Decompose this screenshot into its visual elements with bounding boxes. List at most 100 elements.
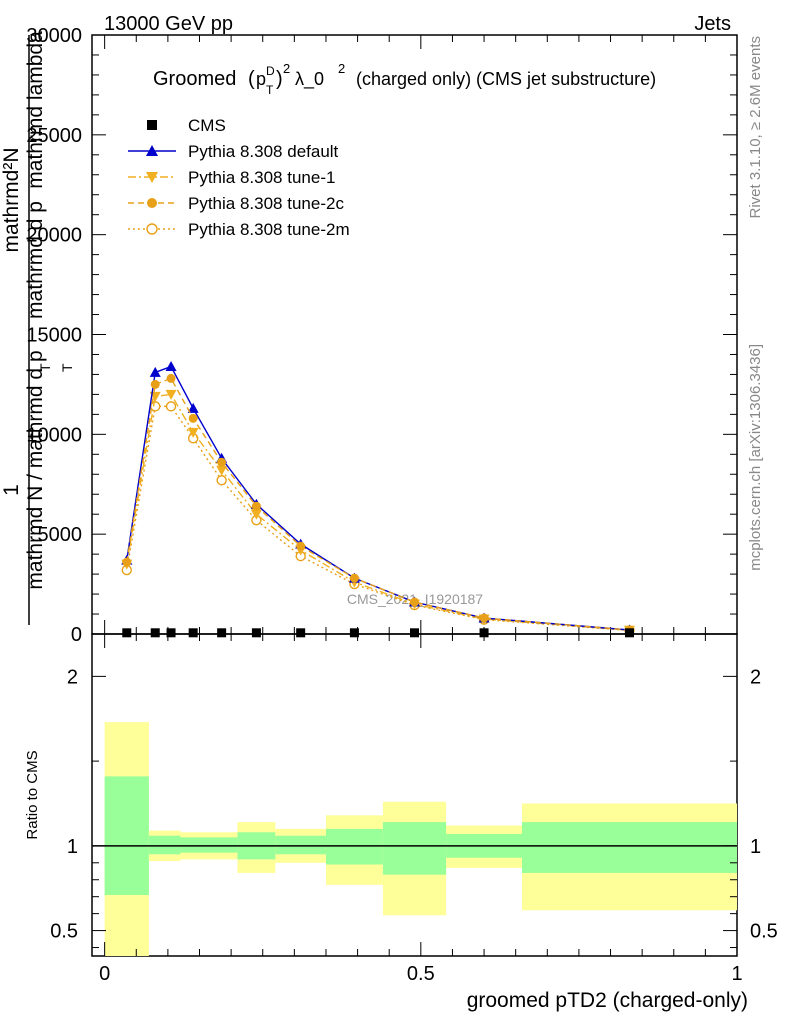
data-point-circle bbox=[217, 457, 227, 467]
series-line bbox=[126, 405, 630, 632]
legend-label: CMS bbox=[188, 116, 226, 135]
data-point-square bbox=[166, 628, 176, 638]
series-0 bbox=[122, 628, 634, 638]
main-y-tick-label: 10000 bbox=[26, 424, 82, 446]
series-line bbox=[126, 393, 630, 631]
title-square-2: 2 bbox=[338, 61, 345, 76]
x-tick-label: 0.5 bbox=[407, 963, 435, 985]
data-point-square bbox=[479, 628, 489, 638]
data-point-circle bbox=[188, 413, 198, 423]
data-point-square bbox=[122, 628, 132, 638]
data-point-triangle-down bbox=[146, 172, 158, 183]
y-label-left-den: mathrmd N / mathrmd d p bbox=[24, 350, 47, 589]
legend: CMS Pythia 8.308 default Pythia 8.308 tune… bbox=[128, 116, 350, 239]
y-label-left-num: 1 bbox=[0, 484, 23, 496]
main-y-tick-label: 5000 bbox=[38, 524, 83, 546]
title-sub-t: T bbox=[266, 83, 274, 97]
ratio-x-axis: 0 0.5 1 bbox=[99, 634, 743, 985]
ratio-y-tick-label: 1 bbox=[67, 836, 78, 858]
header-right-label: Jets bbox=[694, 13, 731, 35]
y-label-right-sub: T bbox=[59, 363, 75, 372]
y-label-left-sub: T bbox=[37, 363, 53, 372]
data-point-circle bbox=[122, 557, 132, 567]
series-3 bbox=[122, 373, 634, 635]
data-point-triangle-down bbox=[250, 509, 262, 520]
rivet-version-label: Rivet 3.1.10, ≥ 2.6M events bbox=[747, 36, 764, 219]
title-rest: (charged only) (CMS jet substructure) bbox=[356, 69, 656, 89]
data-point-circle bbox=[147, 198, 157, 208]
main-y-tick-label: 20000 bbox=[26, 225, 82, 247]
ratio-inner-band bbox=[275, 835, 326, 855]
ratio-y-tick-label-right: 2 bbox=[750, 666, 761, 688]
data-point-open-circle bbox=[146, 223, 158, 235]
main-title: Groomed ( p D T ) 2 λ_0 2 (charged only)… bbox=[153, 61, 656, 97]
data-point-square bbox=[625, 628, 634, 638]
x-tick-label: 1 bbox=[731, 963, 742, 985]
data-point-square bbox=[217, 628, 227, 638]
data-point-square bbox=[296, 628, 306, 638]
ratio-y-tick-label: 0.5 bbox=[50, 921, 78, 943]
main-y-tick-label: 25000 bbox=[26, 125, 82, 147]
title-square-1: 2 bbox=[283, 61, 290, 76]
main-plot-data bbox=[121, 360, 635, 638]
y-label-right-num: mathrmd²N bbox=[0, 147, 23, 252]
ratio-inner-band bbox=[382, 822, 447, 875]
legend-label: Pythia 8.308 default bbox=[188, 142, 339, 161]
mcplots-label: mcplots.cern.ch [arXiv:1306.3436] bbox=[747, 344, 764, 571]
main-y-tick-label: 0 bbox=[71, 624, 82, 646]
ratio-y-tick-label-right: 0.5 bbox=[750, 921, 778, 943]
data-point-square bbox=[150, 628, 160, 638]
data-point-triangle-up bbox=[165, 360, 177, 371]
ratio-inner-band bbox=[522, 822, 737, 873]
data-point-circle bbox=[410, 597, 419, 607]
ratio-uncertainty-bands bbox=[92, 722, 737, 956]
ratio-plot-frame bbox=[91, 633, 738, 957]
data-point-square bbox=[147, 120, 157, 130]
title-paren-close: ) bbox=[276, 68, 283, 90]
main-y-axis-label: 1 mathrmd N / mathrmd d p mathrmd²N math… bbox=[0, 31, 75, 625]
header-left-label: 13000 GeV pp bbox=[104, 13, 233, 35]
data-point-square bbox=[251, 628, 261, 638]
title-paren-open: ( bbox=[248, 68, 255, 90]
ratio-y-axis-label: Ratio to CMS bbox=[24, 750, 41, 839]
ratio-y-tick-label: 2 bbox=[67, 666, 78, 688]
main-y-tick-label: 30000 bbox=[26, 25, 82, 47]
data-point-triangle-down bbox=[187, 427, 199, 438]
ratio-inner-band bbox=[325, 828, 383, 865]
data-point-circle bbox=[150, 379, 160, 389]
title-word: Groomed bbox=[153, 68, 236, 90]
main-y-tick-label: 15000 bbox=[26, 325, 82, 347]
y-label-right-den: mathrmd d p bbox=[24, 201, 47, 319]
data-point-circle bbox=[251, 501, 261, 511]
ratio-y-tick-label-right: 1 bbox=[750, 836, 761, 858]
legend-label: Pythia 8.308 tune-1 bbox=[188, 168, 335, 187]
title-sup-d: D bbox=[266, 64, 275, 78]
title-lambda: λ_0 bbox=[295, 69, 324, 90]
data-point-triangle-down bbox=[216, 465, 228, 476]
ratio-inner-band bbox=[104, 776, 149, 895]
data-point-circle bbox=[479, 613, 489, 623]
data-point-square bbox=[349, 628, 359, 638]
title-p: p bbox=[256, 69, 266, 89]
data-point-circle bbox=[296, 541, 306, 551]
data-point-circle bbox=[349, 573, 359, 583]
data-point-triangle-up bbox=[149, 366, 161, 377]
data-point-square bbox=[188, 628, 198, 638]
x-tick-label: 0 bbox=[99, 963, 110, 985]
y-label-right-tail: mathrmd lambda bbox=[24, 31, 47, 189]
data-point-open-circle bbox=[165, 401, 177, 412]
data-point-square bbox=[410, 628, 419, 638]
data-point-triangle-up bbox=[187, 402, 199, 413]
x-axis-label: groomed pTD2 (charged-only) bbox=[467, 989, 748, 1012]
ratio-y-axis: 0.5 0.5 1 1 2 2 bbox=[50, 666, 778, 949]
legend-label: Pythia 8.308 tune-2c bbox=[188, 194, 344, 213]
ratio-inner-band bbox=[180, 837, 238, 853]
legend-label: Pythia 8.308 tune-2m bbox=[188, 220, 350, 239]
data-point-triangle-down bbox=[165, 389, 177, 400]
data-point-open-circle bbox=[216, 475, 227, 486]
data-point-circle bbox=[166, 373, 176, 383]
ratio-inner-band bbox=[148, 835, 181, 855]
data-point-triangle-up bbox=[146, 145, 158, 156]
